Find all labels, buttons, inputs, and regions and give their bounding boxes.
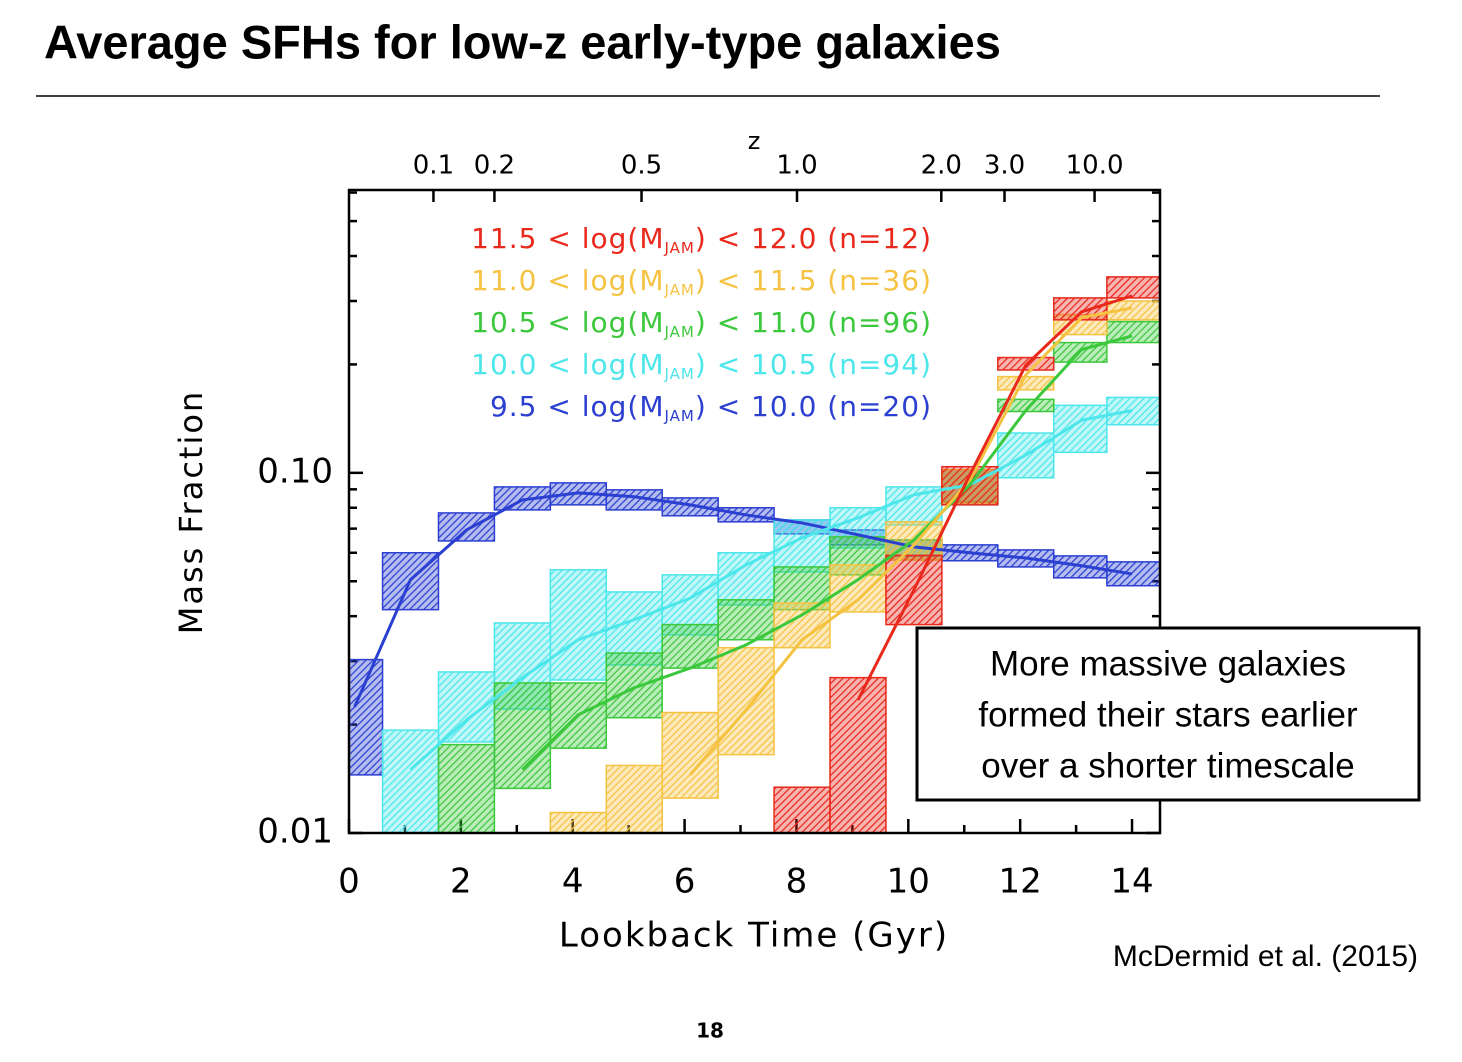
error-box	[437, 512, 496, 542]
y-tick-label: 0.10	[257, 451, 333, 491]
legend-text: 11.5 < log(M	[471, 222, 664, 255]
series-line	[521, 334, 1133, 771]
error-box	[605, 652, 663, 719]
legend-text: ) < 12.0 (n=12)	[695, 222, 932, 255]
plot: 0 2 4 6 8 10 12 14 0.1 0.2 0.5 1.0 2.0 3.0 10.0 0.01 0.1…	[257, 151, 1160, 902]
error-box	[661, 711, 719, 799]
note-box	[915, 626, 1421, 802]
error-box	[1052, 404, 1108, 454]
series-boxes	[381, 396, 1160, 833]
error-box	[1052, 297, 1108, 321]
error-box	[717, 551, 775, 606]
error-box	[773, 519, 831, 573]
error-box	[773, 786, 831, 833]
series-line	[353, 491, 1133, 708]
x2-tick-label: 2.0	[921, 151, 962, 181]
error-box	[717, 646, 775, 756]
error-box	[549, 811, 608, 833]
x2-axis-label: z	[748, 127, 761, 155]
error-box	[1106, 276, 1160, 299]
page-number: 18	[696, 1019, 724, 1043]
x-tick-label: 12	[999, 862, 1042, 902]
legend-text: 10.5 < log(M	[471, 306, 664, 339]
x-tick-label: 14	[1110, 862, 1153, 902]
error-box	[437, 743, 496, 833]
error-box	[829, 564, 887, 613]
citation: McDermid et al. (2015)	[1113, 940, 1418, 973]
x2-tick-label: 0.1	[413, 151, 454, 181]
legend-entry: 10.0 < log(MJAM) < 10.5 (n=94)	[471, 348, 932, 383]
legend-entry: 9.5 < log(MJAM) < 10.0 (n=20)	[490, 390, 932, 425]
legend-text: ) < 11.5 (n=36)	[695, 264, 932, 297]
x-tick-label: 8	[786, 862, 808, 902]
error-box	[493, 682, 552, 790]
error-box	[1106, 561, 1160, 587]
error-box	[717, 599, 775, 641]
series-line	[689, 306, 1133, 776]
y-tick-label: 0.01	[257, 812, 333, 852]
x2-tick-label: 0.2	[474, 151, 515, 181]
x-tick-label: 10	[887, 862, 930, 902]
series-line	[856, 294, 1133, 701]
legend-text: ) < 10.5 (n=94)	[695, 348, 932, 381]
error-box	[349, 658, 384, 776]
legend-text: 10.0 < log(M	[471, 348, 664, 381]
legend-subscript: JAM	[664, 239, 695, 257]
x2-tick-label: 3.0	[984, 151, 1025, 181]
x2-tick-label: 10.0	[1066, 151, 1124, 181]
legend-subscript: JAM	[664, 281, 695, 299]
x-tick-label: 4	[562, 862, 584, 902]
y-axis-label: Mass Fraction	[172, 390, 210, 634]
error-box	[381, 729, 440, 833]
legend-entry: 11.5 < log(MJAM) < 12.0 (n=12)	[471, 222, 932, 257]
legend-text: 9.5 < log(M	[490, 390, 665, 423]
legend-subscript: JAM	[664, 323, 695, 341]
x2-tick-label: 1.0	[776, 151, 817, 181]
note-line: More massive galaxies	[990, 644, 1346, 683]
x-tick-label: 6	[674, 862, 696, 902]
slide-title: Average SFHs for low-z early-type galaxi…	[44, 15, 1001, 68]
error-box	[1106, 396, 1160, 426]
x-axis-label: Lookback Time (Gyr)	[559, 916, 949, 956]
legend-entry: 10.5 < log(MJAM) < 11.0 (n=96)	[471, 306, 932, 341]
error-box	[605, 764, 663, 833]
legend-entry: 11.0 < log(MJAM) < 11.5 (n=36)	[471, 264, 932, 299]
x-tick-label: 2	[450, 862, 472, 902]
legend-text: ) < 10.0 (n=20)	[695, 390, 932, 423]
note-line: formed their stars earlier	[978, 695, 1358, 734]
legend-text: ) < 11.0 (n=96)	[695, 306, 932, 339]
error-box	[885, 554, 943, 626]
error-box	[549, 569, 608, 681]
legend-text: 11.0 < log(M	[471, 264, 664, 297]
note-line: over a shorter timescale	[981, 746, 1354, 785]
error-box	[829, 676, 887, 833]
legend-subscript: JAM	[664, 407, 695, 425]
error-box	[885, 486, 943, 526]
x-tick-label: 0	[338, 862, 360, 902]
series-line	[409, 408, 1133, 771]
plot-frame	[347, 188, 1162, 835]
x2-tick-label: 0.5	[621, 151, 662, 181]
legend-subscript: JAM	[664, 365, 695, 383]
